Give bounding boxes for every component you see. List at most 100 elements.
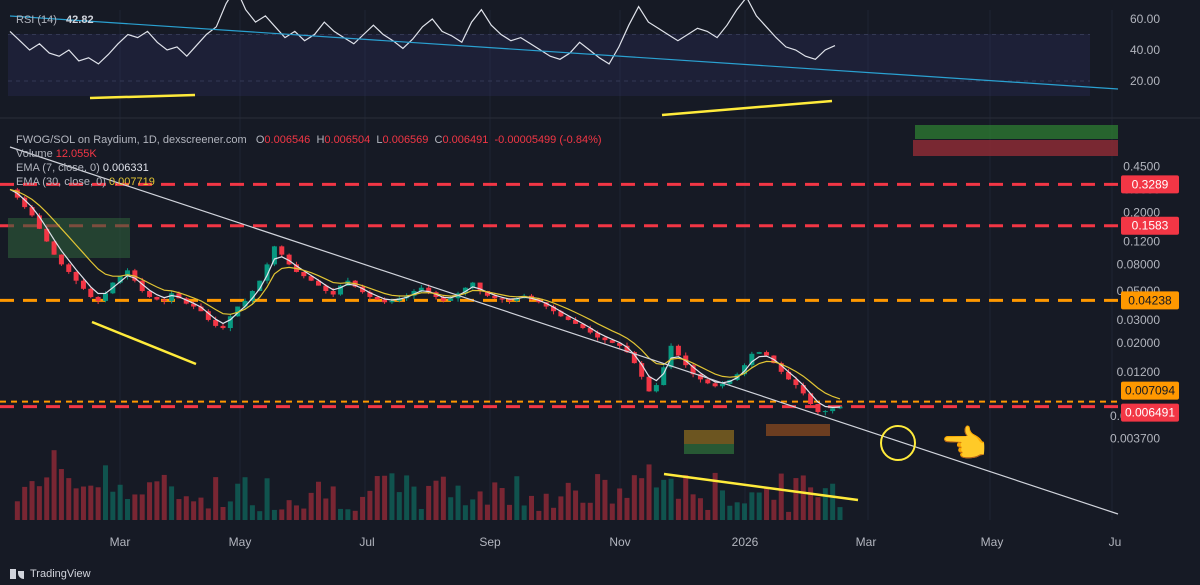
volume-bar-41	[308, 492, 314, 520]
volume-bar-47	[352, 510, 358, 520]
candle-96	[712, 383, 718, 387]
volume-bar-102	[756, 492, 762, 520]
candle-4	[36, 215, 42, 229]
volume-bar-56	[418, 508, 424, 520]
volume-bar-98	[727, 505, 733, 520]
volume-bar-16	[125, 499, 131, 520]
rsi-label: RSI (14)	[16, 14, 57, 26]
candle-76	[565, 316, 571, 320]
ema7-line	[9, 188, 841, 409]
rsi-tick-1: 60.00	[1130, 12, 1160, 26]
price-badge-0	[1121, 175, 1179, 194]
volume-bar-87	[646, 464, 652, 520]
supply-zone-b	[766, 424, 830, 436]
candle-33	[249, 291, 255, 301]
volume-bar-83	[617, 488, 623, 520]
volume-bar-103	[764, 487, 770, 520]
volume-bar-59	[440, 476, 446, 520]
rsi-trendline	[9, 15, 1119, 90]
x-tick-7: May	[981, 535, 1004, 549]
volume-bar-32	[242, 477, 248, 520]
candle-86	[639, 363, 645, 377]
volume-bar-35	[264, 478, 270, 520]
candle-21	[161, 299, 167, 301]
y-tick-0: 0.4500	[1123, 160, 1160, 174]
volume-bar-88	[653, 487, 659, 520]
volume-legend: Volume 12.055K	[16, 148, 97, 160]
candle-35	[264, 264, 270, 281]
price-downtrend	[9, 146, 1119, 515]
volume-bar-76	[565, 482, 571, 520]
volume-bar-6	[51, 450, 57, 520]
volume-bar-21	[161, 474, 167, 520]
candle-59	[440, 296, 446, 301]
price-badge-3	[1121, 381, 1179, 400]
candle-25	[191, 303, 197, 307]
candle-19	[147, 291, 153, 297]
candle-88	[653, 385, 659, 392]
volume-bar-25	[191, 501, 197, 520]
volume-bar-51	[382, 475, 388, 520]
candle-11	[88, 288, 94, 297]
y-tick-7: 0.02000	[1117, 336, 1161, 350]
volume-bar-45	[338, 508, 344, 520]
candle-18	[139, 280, 145, 292]
price-badge-2	[1121, 291, 1179, 310]
volume-bar-29	[220, 506, 226, 520]
rsi-panel	[9, 0, 836, 65]
volume-bar-61	[455, 485, 461, 520]
volume-bar-104	[771, 499, 777, 520]
volume-bar-55	[411, 486, 417, 520]
candle-48	[360, 286, 366, 293]
candle-42	[315, 280, 321, 286]
volume-bar-84	[624, 497, 630, 520]
volume-bar-26	[198, 497, 204, 520]
stop-zone	[913, 140, 1118, 156]
candle-90	[668, 345, 674, 368]
candle-45	[338, 285, 344, 295]
candle-56	[418, 287, 424, 292]
candle-106	[786, 371, 792, 380]
volume-bar-72	[536, 510, 542, 520]
candle-87	[646, 376, 652, 392]
candle-36	[271, 246, 277, 265]
candle-102	[756, 352, 762, 354]
volume-bar-27	[205, 508, 211, 520]
candle-93	[690, 365, 696, 375]
volume-bar-49	[367, 490, 373, 520]
volume-bar-86	[639, 478, 645, 520]
candle-78	[580, 323, 586, 329]
volume-bar-57	[426, 485, 432, 520]
left-demand-zone	[8, 218, 130, 258]
volume-bar-48	[360, 496, 366, 520]
ema7-value: 0.006331	[102, 162, 149, 174]
candle-55	[411, 291, 417, 296]
candle-5	[44, 228, 50, 242]
volume-bar-4	[36, 486, 42, 520]
volume-bar-46	[345, 509, 351, 520]
candle-89	[661, 367, 667, 386]
volume-bar-100	[742, 503, 748, 520]
x-tick-0: Mar	[110, 535, 131, 549]
candle-73	[543, 302, 549, 307]
volume-bar-96	[712, 472, 718, 520]
volume-bar-62	[462, 505, 468, 520]
candle-37	[279, 246, 285, 255]
y-tick-2: 0.2000	[1123, 206, 1160, 220]
candle-13	[102, 293, 108, 301]
candle-95	[705, 379, 711, 384]
rsi-tick-3: 20.00	[1130, 74, 1160, 88]
y-tick-4: 0.08000	[1117, 257, 1161, 271]
price-support-1	[91, 320, 197, 366]
volume-bar-110	[815, 497, 821, 520]
candle-50	[374, 296, 380, 300]
tradingview-logo[interactable]: TradingView	[10, 568, 91, 580]
price-badge-label-2: 0.04238	[1128, 293, 1172, 307]
candle-6	[51, 241, 57, 255]
volume-bar-44	[330, 486, 336, 520]
candle-94	[697, 374, 703, 380]
candle-80	[595, 332, 601, 338]
demand-zone-a	[684, 444, 734, 454]
open-value: 0.006546	[264, 134, 311, 146]
